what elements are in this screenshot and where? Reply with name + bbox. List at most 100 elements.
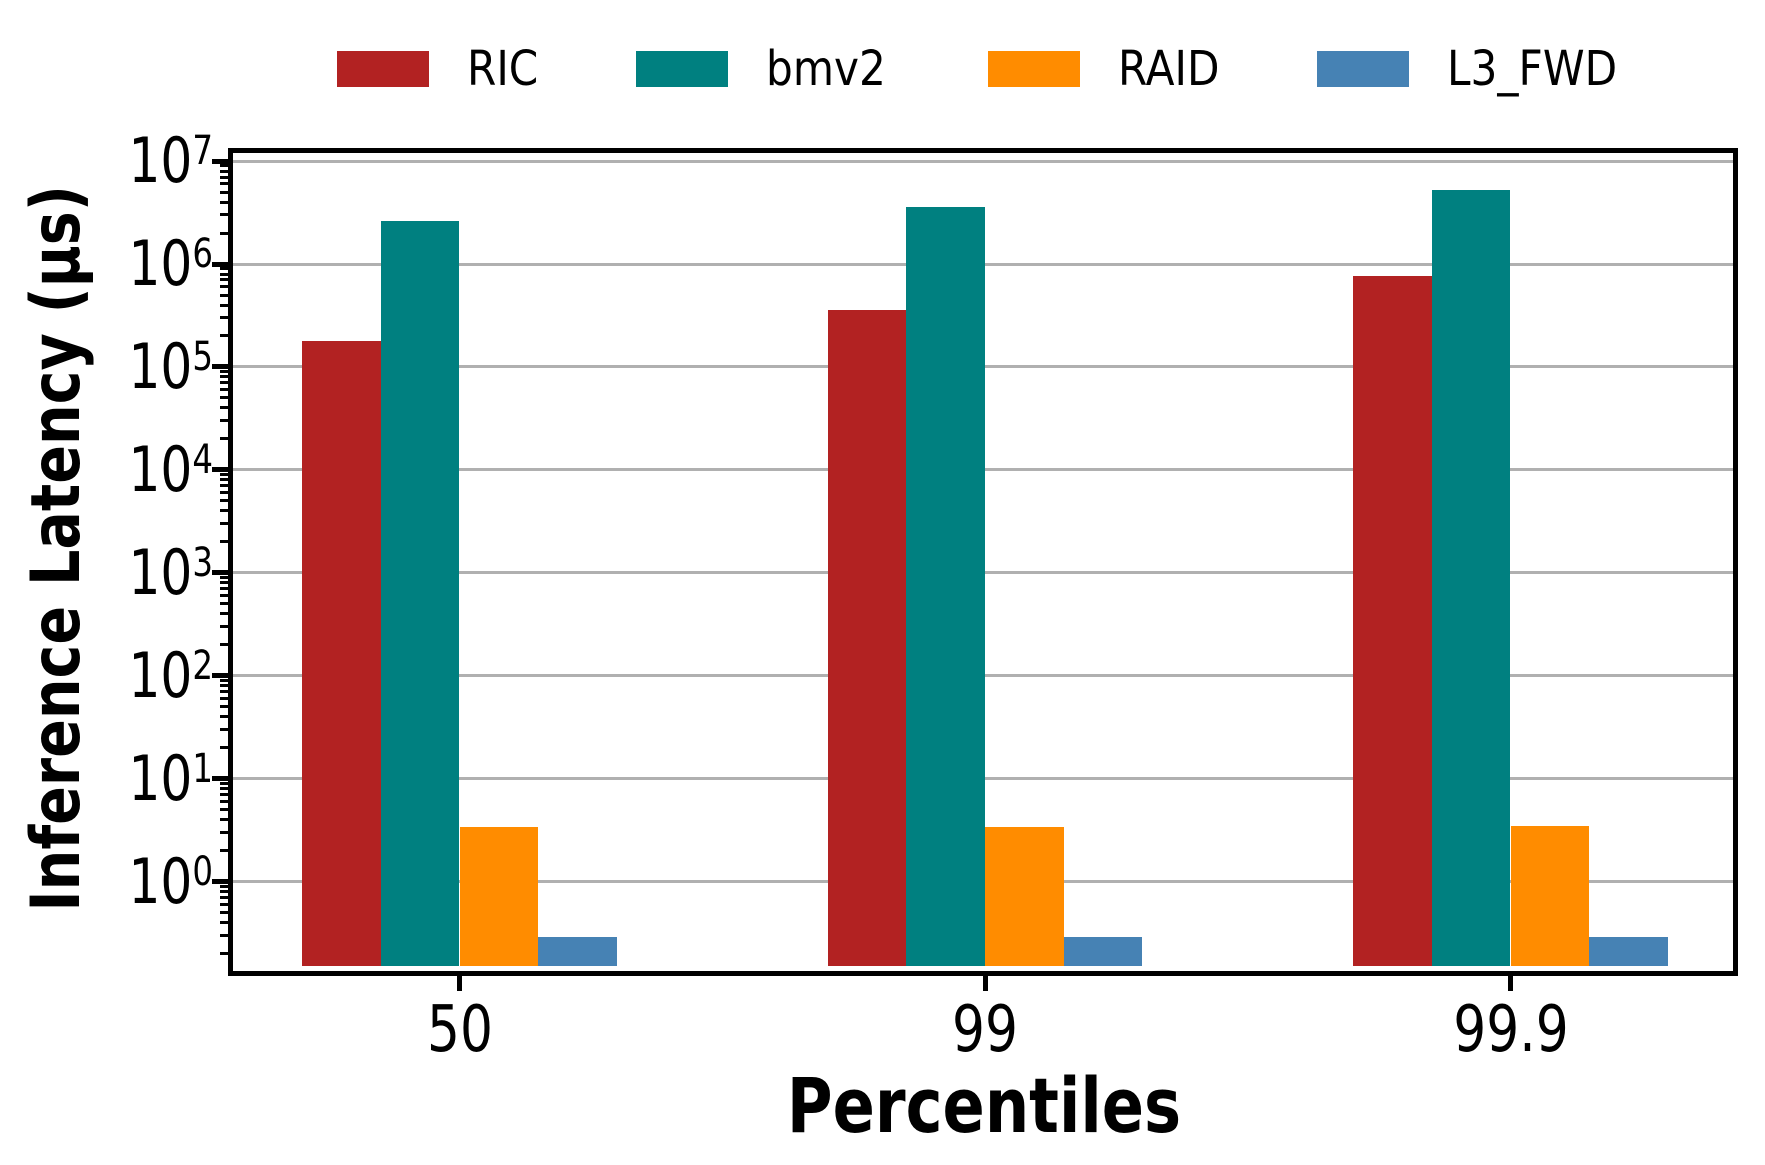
y-minor-tick (220, 509, 233, 513)
x-axis-label: Percentiles (786, 1061, 1182, 1150)
bar-RIC-99.9 (1353, 276, 1432, 966)
legend-label-RAID: RAID (1118, 41, 1220, 97)
y-major-tick-1e4 (212, 467, 233, 473)
y-minor-tick (220, 293, 233, 297)
bar-bmv2-99 (906, 206, 985, 966)
bar-bmv2-99.9 (1431, 190, 1511, 966)
y-minor-tick (220, 473, 233, 477)
y-minor-tick (220, 575, 233, 579)
y-minor-tick (220, 303, 233, 307)
y-minor-tick (220, 781, 233, 785)
bar-RAID-99.9 (1510, 825, 1590, 966)
y-minor-tick (220, 594, 233, 598)
y-minor-tick (220, 715, 233, 719)
x-tick-label-50: 50 (426, 993, 493, 1067)
legend-label-RIC: RIC (467, 41, 539, 97)
x-major-tick-99.9 (1508, 971, 1513, 991)
y-minor-tick (220, 697, 233, 701)
bar-L3_FWD-99 (1063, 936, 1143, 966)
y-minor-tick (220, 799, 233, 803)
y-minor-tick (220, 933, 233, 937)
y-minor-tick (220, 419, 233, 423)
legend-label-L3_FWD: L3_FWD (1447, 41, 1618, 97)
y-minor-tick (220, 793, 233, 797)
y-minor-tick (220, 690, 233, 694)
y-minor-tick (220, 678, 233, 682)
y-minor-tick (220, 951, 233, 955)
legend-swatch-L3_FWD (1317, 51, 1409, 87)
y-minor-tick (220, 818, 233, 822)
y-minor-tick (220, 895, 233, 899)
legend: RIC bmv2 RAID L3_FWD (0, 0, 1765, 110)
y-minor-tick (220, 787, 233, 791)
y-minor-tick (220, 388, 233, 392)
y-minor-tick (220, 849, 233, 853)
x-tick-label-99.9: 99.9 (1452, 993, 1569, 1067)
y-minor-tick (220, 540, 233, 544)
y-minor-tick (220, 910, 233, 914)
y-minor-tick (220, 278, 233, 282)
y-tick-label-1e6: 106 (128, 227, 213, 301)
y-tick-label-1e3: 103 (128, 535, 213, 609)
y-minor-tick (220, 808, 233, 812)
y-minor-tick (220, 175, 233, 179)
y-minor-tick (220, 285, 233, 289)
y-major-tick-1e5 (212, 364, 233, 370)
bar-L3_FWD-50 (538, 936, 617, 966)
y-minor-tick (220, 684, 233, 688)
y-minor-tick (220, 499, 233, 503)
y-minor-tick (220, 727, 233, 731)
y-minor-tick (220, 484, 233, 488)
y-minor-tick (220, 406, 233, 410)
gridline-1e7 (233, 159, 1733, 163)
y-minor-tick (220, 643, 233, 647)
x-tick-label-99: 99 (952, 993, 1018, 1067)
y-tick-label-1e7: 107 (128, 124, 213, 198)
y-tick-label-1e4: 104 (128, 432, 213, 506)
y-minor-tick (220, 491, 233, 495)
x-major-tick-50 (457, 971, 462, 991)
legend-swatch-RAID (988, 51, 1080, 87)
y-minor-tick (220, 182, 233, 186)
y-major-tick-1e1 (212, 776, 233, 782)
bar-RIC-99 (827, 309, 907, 966)
y-tick-label-1e0: 100 (128, 844, 213, 918)
y-tick-label-1e1: 101 (128, 741, 213, 815)
y-minor-tick (220, 272, 233, 276)
bar-RAID-99 (985, 826, 1064, 966)
y-minor-tick (220, 437, 233, 441)
y-minor-tick (220, 396, 233, 400)
y-major-tick-1e2 (212, 673, 233, 679)
y-minor-tick (220, 884, 233, 888)
bar-RAID-50 (459, 826, 539, 966)
y-minor-tick (220, 625, 233, 629)
y-minor-tick (220, 190, 233, 194)
y-minor-tick (220, 746, 233, 750)
y-major-tick-1e0 (212, 879, 233, 884)
y-minor-tick (220, 478, 233, 482)
y-major-tick-1e6 (212, 261, 233, 267)
y-minor-tick (220, 316, 233, 320)
plot-area (228, 148, 1738, 976)
bar-L3_FWD-99.9 (1589, 936, 1668, 966)
y-minor-tick (220, 200, 233, 204)
y-minor-tick (220, 375, 233, 379)
bar-RIC-50 (302, 340, 381, 966)
y-tick-label-1e5: 105 (128, 329, 213, 403)
y-minor-tick (220, 334, 233, 338)
y-minor-tick (220, 169, 233, 173)
y-tick-label-1e2: 102 (128, 638, 213, 712)
y-major-tick-1e7 (212, 158, 233, 164)
y-minor-tick (220, 587, 233, 591)
y-minor-tick (220, 902, 233, 906)
y-minor-tick (220, 231, 233, 235)
y-minor-tick (220, 213, 233, 217)
x-major-tick-99 (982, 971, 988, 991)
bar-bmv2-50 (380, 221, 460, 966)
y-minor-tick (220, 830, 233, 834)
y-major-tick-1e3 (212, 570, 233, 576)
y-minor-tick (220, 602, 233, 606)
legend-swatch-RIC (337, 51, 429, 87)
y-minor-tick (220, 370, 233, 374)
